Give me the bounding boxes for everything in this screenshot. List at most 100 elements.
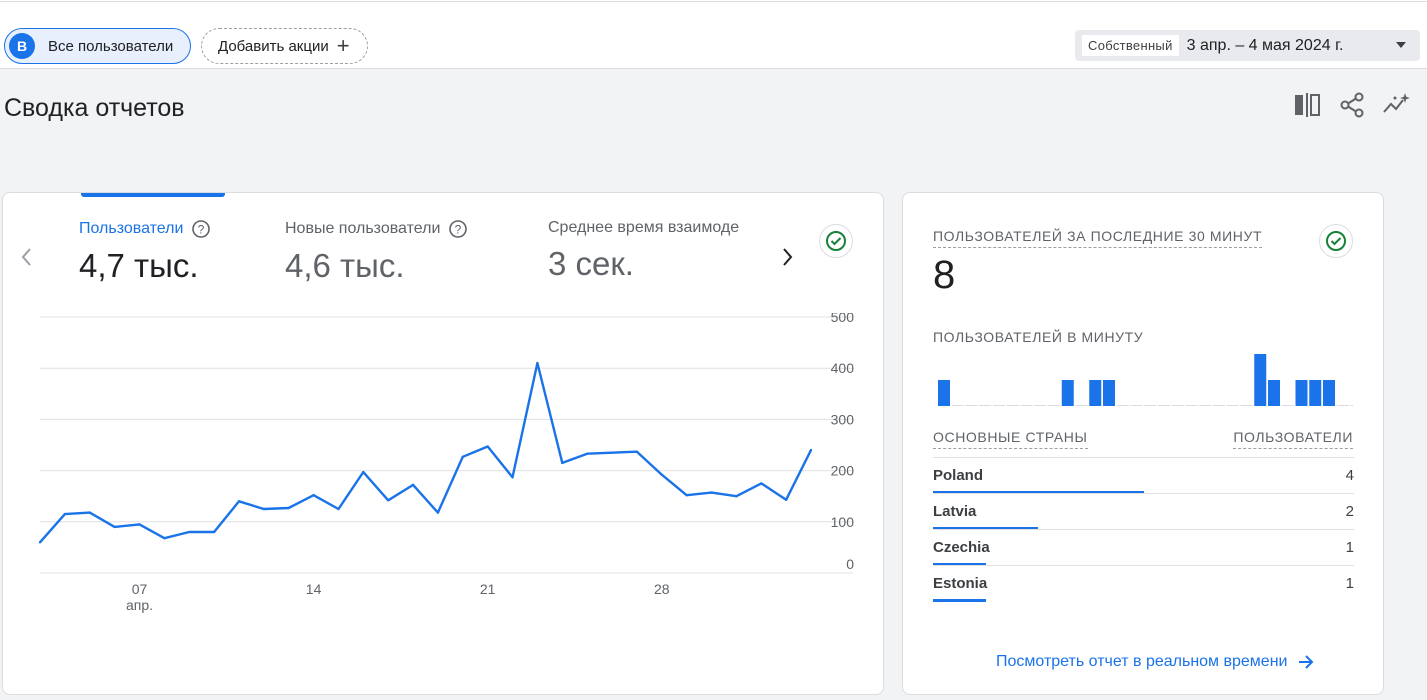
country-share-bar [933,563,986,566]
top-border [0,0,1427,2]
per-minute-bar [1295,380,1308,406]
per-minute-bar-empty [993,405,1005,406]
share-icon[interactable] [1337,90,1367,120]
y-tick-label: 300 [831,411,855,427]
data-point [88,511,91,514]
add-action-button[interactable]: Добавить акции + [201,28,368,64]
country-users: 1 [1345,575,1354,592]
segment-label: Все пользователи [48,37,174,55]
segment-avatar: B [9,33,35,59]
per-minute-bar-empty [1171,405,1184,406]
data-point [561,461,564,465]
data-point [262,507,266,511]
per-minute-bar [1268,380,1280,406]
insights-icon[interactable] [1381,90,1411,120]
data-point [436,511,440,514]
help-icon[interactable]: ? [191,219,211,239]
realtime-report-link[interactable]: Посмотреть отчет в реальном времени [996,653,1315,671]
per-minute-bar-empty [951,405,964,406]
plus-icon: + [336,33,350,58]
metric-new-users[interactable]: Новые пользователи ? 4,6 тыс. [285,219,468,285]
per-minute-bar [1103,380,1115,406]
segment-chip[interactable]: B Все пользователи [4,28,191,64]
country-share-bar [933,491,1144,494]
data-point [312,493,315,497]
per-minute-bar-empty [1158,405,1170,406]
data-point [188,530,191,534]
per-minute-bar-empty [965,405,978,406]
date-range-value: 3 апр. – 4 мая 2024 г. [1186,36,1344,54]
per-minute-label: ПОЛЬЗОВАТЕЛЕЙ В МИНУТУ [933,329,1144,345]
country-users: 4 [1345,467,1354,484]
help-icon[interactable]: ? [448,219,468,239]
per-minute-bar [1254,354,1267,406]
data-point [461,455,465,458]
metric-value: 4,7 тыс. [79,247,199,284]
chevron-right-icon[interactable] [779,245,795,269]
data-point [610,451,614,454]
data-point [511,476,514,479]
x-tick-label: 21 [480,581,496,597]
data-point [585,452,589,455]
country-share-bar [933,599,986,602]
country-row: Czechia 1 [933,529,1354,566]
data-point [138,523,141,526]
country-row: Poland 4 [933,457,1354,494]
compare-icon[interactable] [1292,90,1322,120]
per-minute-bar-empty [1034,405,1047,406]
metric-value: 4,6 тыс. [285,247,405,284]
countries-header[interactable]: ОСНОВНЫЕ СТРАНЫ [933,429,1088,449]
x-tick-month-label: апр. [126,597,153,613]
data-point [113,525,116,529]
dropdown-caret-icon [1396,42,1406,48]
per-minute-bar-empty [1213,405,1225,406]
per-minute-bar-empty [1185,405,1198,406]
data-point [784,498,788,501]
country-name: Estonia [933,575,988,592]
data-point [163,536,166,540]
data-point [63,512,67,516]
data-point [660,473,663,476]
metric-users[interactable]: Пользователи ? 4,7 тыс. [79,219,211,285]
metric-label: Среднее время взаимоде [548,219,740,236]
per-minute-bar-empty [1144,405,1157,406]
per-minute-bar [938,380,950,406]
metric-engagement-time[interactable]: Среднее время взаимоде 3 сек. [548,219,739,283]
overview-card: Пользователи ? 4,7 тыс. Новые пользовате… [2,192,884,695]
data-quality-check-icon[interactable] [1319,224,1353,258]
data-point [486,445,489,448]
per-minute-bar-empty [1006,405,1019,406]
country-users: 2 [1345,503,1354,520]
date-range-picker[interactable]: Собственный 3 апр. – 4 мая 2024 г. [1075,30,1420,61]
users-header[interactable]: ПОЛЬЗОВАТЕЛИ [1233,429,1353,449]
data-point [212,530,216,534]
per-minute-bar-empty [1116,405,1129,406]
data-point [760,482,763,485]
svg-text:?: ? [455,223,462,237]
per-minute-bar [1089,380,1102,406]
country-users: 1 [1345,539,1354,556]
metric-label: Пользователи [79,220,184,237]
per-minute-bar-empty [1226,405,1239,406]
y-tick-label: 500 [831,313,855,325]
realtime-card: ПОЛЬЗОВАТЕЛЕЙ ЗА ПОСЛЕДНИЕ 30 МИНУТ 8 ПО… [902,192,1384,695]
data-point [38,541,42,544]
data-point [362,470,365,474]
chevron-left-icon[interactable] [19,245,35,269]
y-tick-label: 0 [846,556,854,572]
arrow-right-icon [1299,655,1314,669]
y-tick-label: 200 [831,463,855,479]
data-quality-check-icon[interactable] [819,224,853,258]
per-minute-bar-empty [979,405,992,406]
metric-value: 3 сек. [548,245,634,282]
realtime-link-label: Посмотреть отчет в реальном времени [996,653,1288,670]
per-minute-bar-empty [1336,405,1349,406]
per-minute-bar [1061,380,1074,406]
data-point [809,448,813,452]
country-name: Czechia [933,539,990,556]
x-tick-label: 28 [654,581,670,597]
data-point [635,450,639,453]
data-point [735,495,738,498]
country-share-bar [933,527,1039,530]
data-point [536,361,539,365]
